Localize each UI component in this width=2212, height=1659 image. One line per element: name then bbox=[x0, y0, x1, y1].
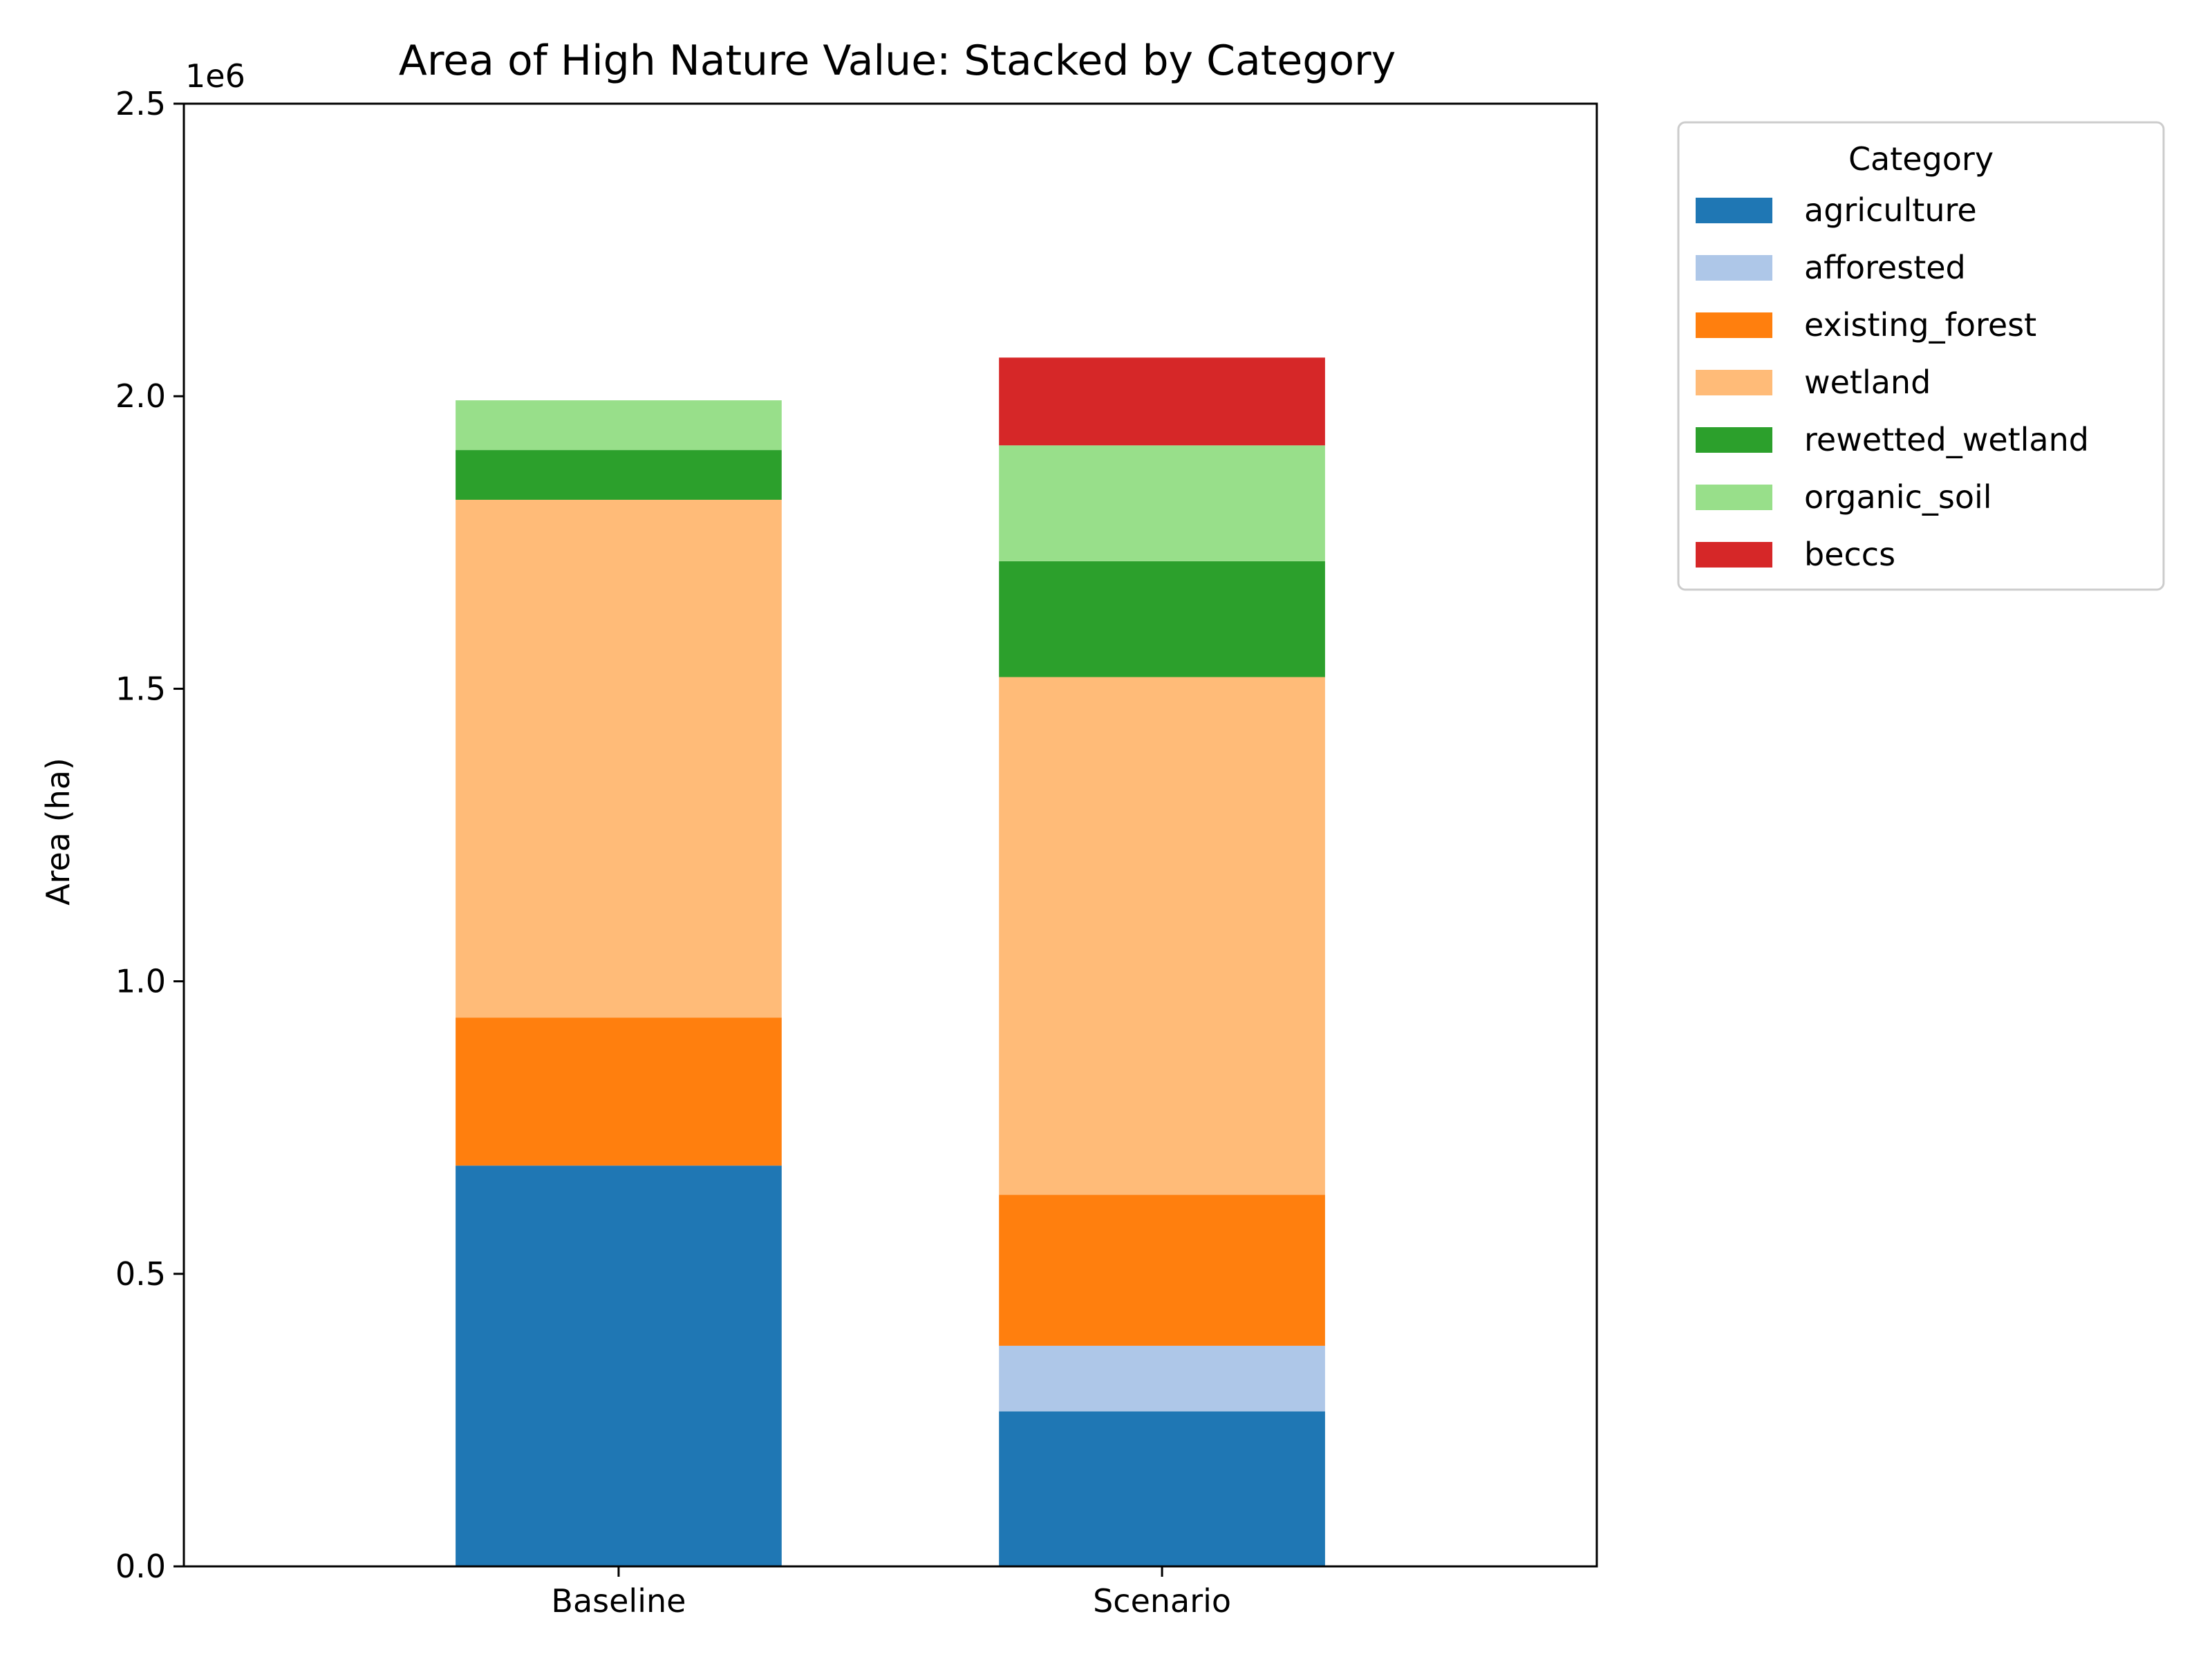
x-axis-ticks: Baseline Scenario bbox=[551, 1566, 1231, 1620]
legend-label-existing-forest: existing_forest bbox=[1804, 306, 2036, 344]
y-tick-label: 1.0 bbox=[115, 963, 166, 1000]
y-axis-label: Area (ha) bbox=[39, 758, 77, 906]
bar-scenario-beccs bbox=[999, 357, 1325, 446]
legend-label-agriculture: agriculture bbox=[1804, 191, 1977, 229]
y-axis-ticks: 0.0 0.5 1.0 1.5 2.0 2.5 bbox=[115, 85, 184, 1585]
legend-swatch-wetland bbox=[1696, 370, 1772, 395]
legend-swatch-organic-soil bbox=[1696, 485, 1772, 510]
legend-swatch-existing-forest bbox=[1696, 312, 1772, 338]
bar-baseline-wetland bbox=[456, 500, 782, 1018]
legend-label-beccs: beccs bbox=[1804, 536, 1895, 573]
bar-scenario-afforested bbox=[999, 1345, 1325, 1412]
bar-scenario-organic-soil bbox=[999, 445, 1325, 561]
bar-baseline-rewetted-wetland bbox=[456, 450, 782, 500]
bar-scenario-wetland bbox=[999, 677, 1325, 1195]
y-tick-label: 0.5 bbox=[115, 1255, 166, 1293]
bar-scenario-agriculture bbox=[999, 1411, 1325, 1566]
legend-label-wetland: wetland bbox=[1804, 364, 1931, 401]
y-tick-label: 1.5 bbox=[115, 670, 166, 707]
legend-swatch-afforested bbox=[1696, 255, 1772, 281]
legend-box bbox=[1677, 121, 2165, 591]
y-tick-label: 2.0 bbox=[115, 377, 166, 415]
legend-swatch-agriculture bbox=[1696, 198, 1772, 223]
y-tick-label: 2.5 bbox=[115, 85, 166, 122]
legend-title: Category bbox=[1848, 140, 1994, 178]
bar-scenario-existing-forest bbox=[999, 1194, 1325, 1346]
legend-label-organic-soil: organic_soil bbox=[1804, 478, 1992, 516]
legend-swatch-beccs bbox=[1696, 542, 1772, 568]
chart-title: Area of High Nature Value: Stacked by Ca… bbox=[399, 37, 1396, 85]
y-axis-offset-label: 1e6 bbox=[185, 57, 245, 95]
x-tick-label: Scenario bbox=[1093, 1582, 1231, 1620]
legend: Category agriculture afforested existing_fo… bbox=[1677, 121, 2165, 591]
bar-baseline-agriculture bbox=[456, 1165, 782, 1566]
plot-frame bbox=[182, 102, 1598, 1568]
bar-baseline-existing-forest bbox=[456, 1018, 782, 1166]
bar-stacks bbox=[456, 357, 1325, 1566]
bar-scenario-rewetted-wetland bbox=[999, 561, 1325, 677]
y-tick-label: 0.0 bbox=[115, 1548, 166, 1585]
legend-label-rewetted-wetland: rewetted_wetland bbox=[1804, 421, 2089, 458]
legend-label-afforested: afforested bbox=[1804, 249, 1966, 286]
bar-baseline-organic-soil bbox=[456, 400, 782, 450]
legend-swatch-rewetted-wetland bbox=[1696, 427, 1772, 453]
x-tick-label: Baseline bbox=[551, 1582, 686, 1620]
